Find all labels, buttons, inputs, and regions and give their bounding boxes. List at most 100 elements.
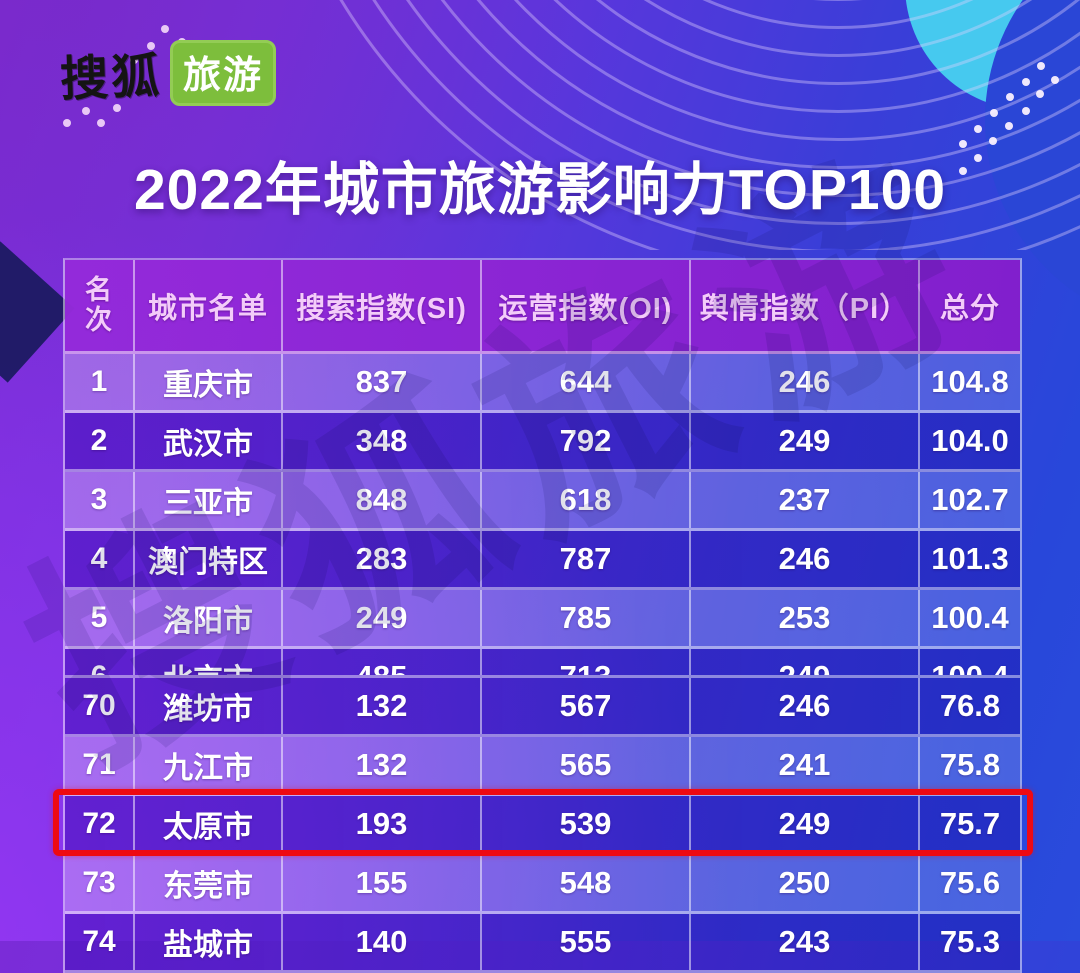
arc-ring xyxy=(451,0,1080,85)
header-rank: 名次 xyxy=(65,260,135,351)
city-cell: 澳门特区 xyxy=(135,531,283,587)
city-cell: 太原市 xyxy=(135,796,283,852)
pi-cell: 241 xyxy=(691,737,920,793)
total-cell: 75.7 xyxy=(939,806,1001,841)
oi-cell: 539 xyxy=(482,796,691,852)
table-row-rank-3: 3 三亚市 848 618 237 102.7 xyxy=(65,472,1020,531)
table-row-rank-70: 70 潍坊市 132 567 246 76.8 xyxy=(65,678,1020,737)
oi-cell: 567 xyxy=(482,678,691,734)
decorative-dot xyxy=(97,119,105,127)
oi-cell: 555 xyxy=(482,914,691,970)
si-cell: 348 xyxy=(283,413,482,469)
city-cell: 洛阳市 xyxy=(135,590,283,646)
rank-cell: 6 xyxy=(65,649,135,675)
oi-cell: 787 xyxy=(482,531,691,587)
table-row-rank-6: 6北京市485713249 100.4 xyxy=(65,649,1020,678)
city-cell: 三亚市 xyxy=(135,472,283,528)
pi-cell: 237 xyxy=(691,472,920,528)
oi-cell: 785 xyxy=(482,590,691,646)
arc-ring xyxy=(395,0,1080,141)
si-cell: 837 xyxy=(283,354,482,410)
decorative-dot xyxy=(1051,76,1059,84)
total-cell: 101.3 xyxy=(931,541,1009,576)
si-cell: 283 xyxy=(283,531,482,587)
pi-cell: 246 xyxy=(691,531,920,587)
total-cell: 75.8 xyxy=(939,747,1001,782)
decorative-dot xyxy=(1022,107,1030,115)
rank-cell: 3 xyxy=(65,472,135,528)
total-cell: 75.3 xyxy=(939,924,1001,959)
pi-cell: 250 xyxy=(691,855,920,911)
arc-ring xyxy=(479,0,1080,57)
city-cell: 盐城市 xyxy=(135,914,283,970)
decorative-dot xyxy=(1036,90,1044,98)
city-cell: 九江市 xyxy=(135,737,283,793)
header-rank-char: 名 xyxy=(85,275,113,306)
pi-cell: 249 xyxy=(691,649,920,675)
rank-cell: 71 xyxy=(65,737,135,793)
rank-cell: 4 xyxy=(65,531,135,587)
table-row-rank-72: 72 太原市 193 539 249 75.7 xyxy=(65,796,1020,855)
table-row-rank-71: 71 九江市 132 565 241 75.8 xyxy=(65,737,1020,796)
header-operation-index: 运营指数(OI) xyxy=(482,260,691,351)
pi-cell: 253 xyxy=(691,590,920,646)
oi-cell: 792 xyxy=(482,413,691,469)
oi-cell: 713 xyxy=(482,649,691,675)
si-cell: 193 xyxy=(283,796,482,852)
table-body: 1 重庆市 837 644 246 104.8 2 武汉市 348 792 249 104.0 3 三亚市… xyxy=(65,354,1020,973)
cyan-corner-shape xyxy=(905,0,1080,110)
si-cell: 155 xyxy=(283,855,482,911)
oi-cell: 548 xyxy=(482,855,691,911)
arc-ring xyxy=(535,0,1080,1)
table-row-rank-1: 1 重庆市 837 644 246 104.8 xyxy=(65,354,1020,413)
travel-badge: 旅游 xyxy=(170,40,277,106)
arc-ring xyxy=(507,0,1080,29)
si-cell: 132 xyxy=(283,737,482,793)
page-title: 2022年城市旅游影响力TOP100 xyxy=(133,158,947,222)
oi-cell: 565 xyxy=(482,737,691,793)
city-cell: 潍坊市 xyxy=(135,678,283,734)
decorative-dot xyxy=(990,109,998,117)
si-cell: 132 xyxy=(283,678,482,734)
total-cell: 100.4 xyxy=(931,659,1009,678)
table-header-row: 名次 城市名单 搜索指数(SI) 运营指数(OI) 舆情指数（PI） 总分 xyxy=(65,260,1020,354)
city-cell: 北京市 xyxy=(135,649,283,675)
decorative-dot xyxy=(1022,78,1030,86)
decorative-dot xyxy=(63,119,71,127)
total-cell: 102.7 xyxy=(931,482,1009,517)
rank-cell: 74 xyxy=(65,914,135,970)
decorative-dot xyxy=(974,125,982,133)
total-cell: 104.0 xyxy=(931,423,1009,458)
decorative-dot xyxy=(1005,122,1013,130)
rank-cell: 70 xyxy=(65,678,135,734)
header-opinion-index: 舆情指数（PI） xyxy=(691,260,920,351)
si-cell: 249 xyxy=(283,590,482,646)
oi-cell: 644 xyxy=(482,354,691,410)
city-cell: 重庆市 xyxy=(135,354,283,410)
total-cell: 75.6 xyxy=(939,865,1001,900)
table-row-rank-4: 4 澳门特区 283 787 246 101.3 xyxy=(65,531,1020,590)
table-row-rank-2: 2 武汉市 348 792 249 104.0 xyxy=(65,413,1020,472)
decorative-dot xyxy=(1037,62,1045,70)
total-cell: 100.4 xyxy=(931,600,1009,635)
pi-cell: 249 xyxy=(691,413,920,469)
pi-cell: 246 xyxy=(691,678,920,734)
si-cell: 485 xyxy=(283,649,482,675)
table-row-rank-74: 74 盐城市 140 555 243 75.3 xyxy=(65,914,1020,973)
decorative-dot xyxy=(1006,93,1014,101)
arc-ring xyxy=(423,0,1080,113)
city-cell: 武汉市 xyxy=(135,413,283,469)
sohu-brand-text: 搜狐 xyxy=(59,50,164,107)
rank-cell: 73 xyxy=(65,855,135,911)
table-row-rank-5: 5 洛阳市 249 785 253 100.4 xyxy=(65,590,1020,649)
rank-cell: 2 xyxy=(65,413,135,469)
si-cell: 848 xyxy=(283,472,482,528)
header-rank-char: 次 xyxy=(85,304,113,335)
oi-cell: 618 xyxy=(482,472,691,528)
pi-cell: 246 xyxy=(691,354,920,410)
si-cell: 140 xyxy=(283,914,482,970)
city-cell: 东莞市 xyxy=(135,855,283,911)
header-search-index: 搜索指数(SI) xyxy=(283,260,482,351)
header-total-score: 总分 xyxy=(939,292,1000,325)
